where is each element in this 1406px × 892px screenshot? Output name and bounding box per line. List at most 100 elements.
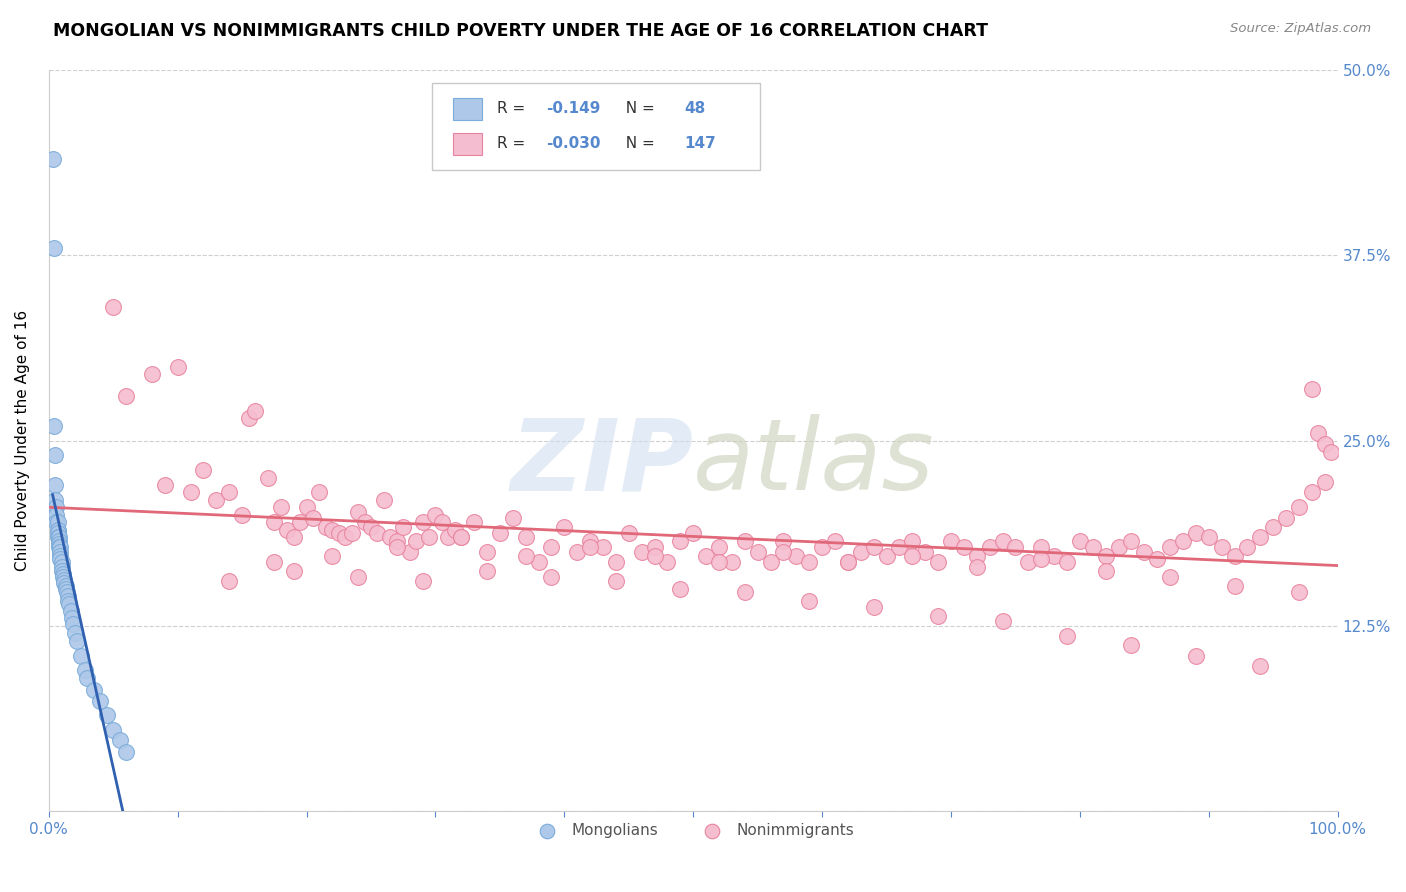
Point	[1094, 549, 1116, 564]
Point	[953, 541, 976, 555]
Point	[567, 545, 589, 559]
Point	[914, 545, 936, 559]
Point	[49, 549, 72, 564]
Point	[721, 555, 744, 569]
Point	[772, 545, 794, 559]
Point	[49, 545, 72, 559]
Point	[42, 241, 65, 255]
Point	[308, 485, 330, 500]
Point	[41, 152, 63, 166]
Point	[373, 492, 395, 507]
Point	[51, 564, 73, 578]
Point	[141, 367, 163, 381]
Text: R =: R =	[498, 136, 530, 152]
Point	[48, 530, 70, 544]
Point	[257, 471, 280, 485]
Point	[49, 541, 72, 555]
Point	[799, 555, 821, 569]
Point	[1108, 541, 1130, 555]
Point	[927, 555, 949, 569]
Point	[193, 463, 215, 477]
Point	[644, 541, 666, 555]
Point	[1185, 648, 1208, 663]
Point	[51, 559, 73, 574]
Point	[392, 519, 415, 533]
Point	[1223, 549, 1246, 564]
Point	[44, 478, 66, 492]
Point	[1236, 541, 1258, 555]
Point	[53, 573, 76, 587]
FancyBboxPatch shape	[432, 83, 761, 170]
Point	[437, 530, 460, 544]
Point	[644, 549, 666, 564]
Point	[540, 570, 562, 584]
Point	[115, 389, 138, 403]
Point	[295, 500, 318, 515]
Point	[734, 584, 756, 599]
Point	[103, 300, 125, 314]
Text: R =: R =	[498, 102, 530, 116]
Point	[502, 510, 524, 524]
Point	[288, 515, 311, 529]
Point	[46, 515, 69, 529]
Point	[153, 478, 176, 492]
Point	[45, 500, 67, 515]
Point	[96, 707, 118, 722]
Point	[48, 534, 70, 549]
Point	[927, 608, 949, 623]
Point	[430, 515, 453, 529]
Point	[707, 555, 730, 569]
Point	[669, 582, 692, 596]
Point	[62, 617, 84, 632]
Point	[811, 541, 834, 555]
Point	[56, 593, 79, 607]
Point	[734, 534, 756, 549]
Point	[243, 404, 266, 418]
Y-axis label: Child Poverty Under the Age of 16: Child Poverty Under the Age of 16	[15, 310, 30, 571]
Point	[489, 525, 512, 540]
Point	[115, 745, 138, 759]
Point	[1043, 549, 1066, 564]
Point	[44, 449, 66, 463]
Point	[966, 559, 988, 574]
Point	[901, 534, 924, 549]
Point	[747, 545, 769, 559]
Text: -0.149: -0.149	[547, 102, 600, 116]
Point	[328, 525, 350, 540]
Point	[60, 611, 83, 625]
Point	[515, 530, 537, 544]
Point	[180, 485, 202, 500]
Point	[1185, 525, 1208, 540]
Point	[263, 555, 285, 569]
Point	[283, 530, 305, 544]
Point	[52, 570, 75, 584]
Point	[443, 523, 465, 537]
Point	[347, 570, 370, 584]
Point	[991, 534, 1014, 549]
Point	[979, 541, 1001, 555]
Point	[66, 633, 89, 648]
Point	[1081, 541, 1104, 555]
Point	[475, 564, 498, 578]
Point	[966, 549, 988, 564]
Point	[58, 597, 80, 611]
Point	[1211, 541, 1233, 555]
Point	[425, 508, 447, 522]
Point	[707, 541, 730, 555]
Point	[837, 555, 859, 569]
Point	[73, 664, 96, 678]
Point	[849, 545, 872, 559]
Point	[103, 723, 125, 737]
Point	[837, 555, 859, 569]
Point	[1031, 541, 1053, 555]
Text: 48: 48	[685, 102, 706, 116]
Point	[70, 648, 93, 663]
Point	[553, 519, 575, 533]
Point	[44, 492, 66, 507]
Point	[45, 515, 67, 529]
Point	[1320, 445, 1343, 459]
Point	[862, 541, 884, 555]
Text: ZIP: ZIP	[510, 415, 693, 511]
Text: N =: N =	[616, 102, 659, 116]
Point	[55, 582, 77, 596]
